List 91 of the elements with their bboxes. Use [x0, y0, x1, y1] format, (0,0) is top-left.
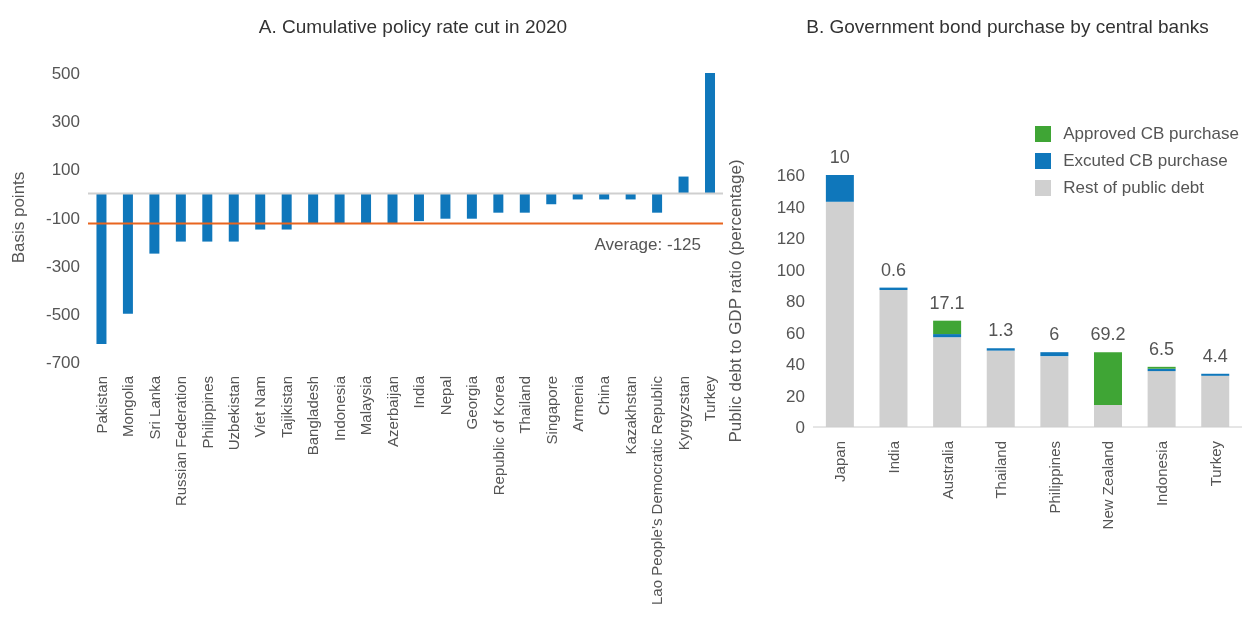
- x-tick-label: Lao People’s Democratic Republic: [648, 375, 666, 606]
- y-tick-label: 300: [51, 112, 80, 132]
- x-tick-label: Japan: [831, 441, 849, 482]
- bar: [175, 193, 186, 242]
- x-tick-label: Thailand: [516, 376, 534, 434]
- bar: [334, 193, 345, 224]
- x-tick-label: Armenia: [568, 375, 586, 432]
- bar: [493, 193, 504, 213]
- x-tick-label: Mongolia: [119, 375, 137, 437]
- x-tick-label: Uzbekistan: [225, 376, 243, 451]
- bar: [933, 320, 962, 335]
- x-tick-label: New Zealand: [1099, 441, 1117, 530]
- bar: [228, 193, 239, 242]
- bar: [149, 193, 160, 254]
- x-tick-label: Republic of Korea: [489, 375, 507, 496]
- y-tick-label: 20: [786, 386, 805, 406]
- bar: [652, 193, 663, 213]
- annotation: 6.5: [1149, 338, 1175, 359]
- bar: [1093, 352, 1122, 405]
- annotation: 4.4: [1202, 345, 1228, 366]
- x-tick-label: Georgia: [463, 375, 481, 430]
- x-tick-label: Thailand: [992, 441, 1010, 499]
- y-tick-label: 40: [786, 355, 805, 375]
- x-tick-label: Nepal: [436, 376, 454, 416]
- bar: [96, 193, 107, 344]
- y-tick-label: -500: [45, 304, 80, 324]
- x-tick-label: Malaysia: [357, 375, 375, 436]
- annotation: 10: [829, 147, 850, 167]
- y-tick-label: -700: [45, 353, 80, 373]
- bar: [825, 175, 854, 202]
- annotation: 17.1: [929, 292, 965, 313]
- x-tick-label: Pakistan: [92, 376, 110, 434]
- annotation: 69.2: [1090, 324, 1126, 345]
- bar: [361, 193, 372, 224]
- x-tick-label: Indonesia: [330, 375, 348, 442]
- y-axis-title: Public debt to GDP ratio (percentage): [726, 159, 746, 443]
- bar: [122, 193, 133, 314]
- x-tick-label: India: [884, 440, 902, 474]
- y-tick-label: 60: [786, 323, 805, 343]
- bar: [387, 193, 398, 224]
- legend-label: Rest of public debt: [1063, 177, 1205, 198]
- x-tick-label: Philippines: [198, 376, 216, 449]
- y-tick-label: 120: [776, 229, 805, 249]
- x-tick-label: Kyrgyzstan: [674, 376, 692, 451]
- bar: [1040, 352, 1069, 357]
- y-tick-label: -100: [45, 208, 80, 228]
- y-axis-title: Basis points: [9, 171, 29, 264]
- x-tick-label: Viet Nam: [251, 376, 269, 438]
- bar: [1201, 373, 1230, 376]
- bar: [519, 193, 530, 213]
- annotation: 6: [1049, 324, 1060, 345]
- x-tick-label: Sri Lanka: [145, 375, 163, 440]
- x-tick-label: Australia: [938, 440, 956, 500]
- y-tick-label: 140: [776, 197, 805, 217]
- x-tick-label: Turkey: [701, 375, 719, 422]
- annotation: 1.3: [988, 320, 1014, 341]
- y-tick-label: 100: [51, 160, 80, 180]
- bar: [933, 334, 962, 338]
- legend-label: Approved CB purchase: [1063, 123, 1239, 144]
- y-tick-label: 0: [795, 418, 805, 438]
- y-tick-label: 80: [786, 292, 805, 312]
- bar: [202, 193, 213, 242]
- annotation: 0.6: [880, 259, 906, 280]
- x-tick-label: Turkey: [1206, 440, 1224, 487]
- x-tick-label: Tajikistan: [277, 376, 295, 438]
- x-tick-label: Azerbaijan: [383, 376, 401, 447]
- y-tick-label: 500: [51, 64, 80, 84]
- bar: [546, 193, 557, 205]
- bar: [466, 193, 477, 219]
- x-tick-label: Philippines: [1045, 441, 1063, 514]
- x-tick-label: China: [595, 375, 613, 416]
- x-tick-label: Bangladesh: [304, 376, 322, 456]
- chart-title: B. Government bond purchase by central banks: [805, 15, 1210, 39]
- bar: [255, 193, 266, 230]
- x-tick-label: Indonesia: [1153, 440, 1171, 507]
- x-tick-label: Kazakhstan: [621, 376, 639, 455]
- bar: [413, 193, 424, 222]
- y-tick-label: 160: [776, 166, 805, 186]
- bar: [986, 348, 1015, 351]
- x-tick-label: Singapore: [542, 376, 560, 445]
- x-tick-label: India: [410, 375, 428, 409]
- y-tick-label: 100: [776, 260, 805, 280]
- y-tick-label: -300: [45, 256, 80, 276]
- bar: [281, 193, 292, 230]
- ref-line-label: Average: -125: [594, 234, 701, 254]
- bar: [705, 73, 716, 194]
- legend-label: Excuted CB purchase: [1063, 150, 1228, 171]
- x-tick-label: Russian Federation: [172, 376, 190, 507]
- bar: [308, 193, 319, 224]
- bar: [440, 193, 451, 219]
- chart-title: A. Cumulative policy rate cut in 2020: [257, 15, 569, 39]
